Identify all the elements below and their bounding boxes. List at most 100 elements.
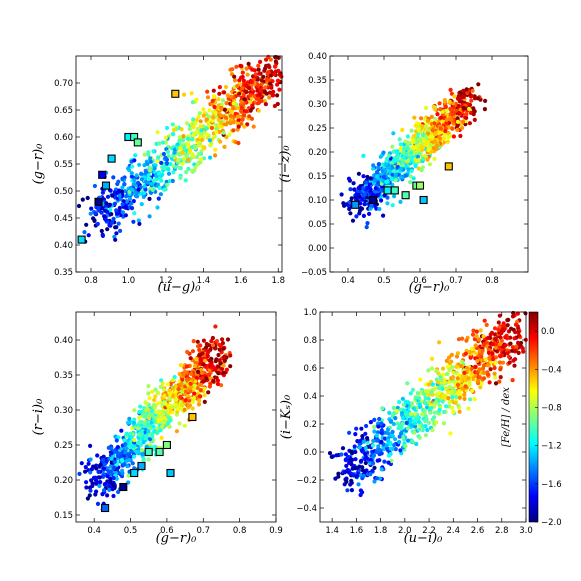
star-point [272,103,277,109]
star-point [190,399,196,404]
star-point [146,457,151,462]
x-tick-label: 1.8 [374,526,388,536]
star-point [405,426,410,431]
x-tick-label: 0.7 [197,526,211,536]
star-point [420,132,426,137]
star-point [187,403,192,408]
star-point [179,406,184,411]
star-point [213,153,218,158]
star-point [176,386,181,392]
star-point [373,186,378,191]
star-point [108,207,113,213]
star-point [451,409,456,415]
star-point [193,165,198,170]
star-point [428,410,433,415]
highlighted-star [419,195,428,205]
star-point [376,165,381,170]
star-point [498,354,503,359]
star-point [476,82,481,87]
star-point [455,376,460,381]
star-point [151,149,156,154]
star-point [241,113,247,118]
star-point [206,121,211,127]
star-point [191,125,196,130]
colorbar-tick-label: −1.2 [541,442,562,452]
star-point [361,213,366,218]
star-point [334,453,339,458]
highlighted-star [162,440,171,450]
star-point [405,381,410,386]
star-point [221,370,226,375]
star-point [224,135,229,140]
star-point [182,369,187,375]
star-point [192,383,197,388]
star-point [179,142,184,147]
star-point [397,400,402,405]
star-point [143,179,149,184]
star-point [361,473,366,478]
star-point [199,382,204,387]
star-point [383,169,388,174]
star-point [359,458,364,463]
star-point [104,201,109,206]
star-point [222,358,227,363]
star-point [130,461,135,466]
star-point [418,377,423,382]
star-point [409,128,414,133]
star-point [137,441,142,446]
star-point [164,125,170,131]
star-point [443,129,448,134]
star-point [117,193,122,198]
star-point [470,88,475,93]
star-point [214,130,219,135]
star-point [275,82,280,87]
star-point [120,202,125,207]
star-point [217,358,222,363]
star-point [426,148,431,153]
star-point [386,460,391,465]
star-point [488,367,493,372]
star-point [469,372,475,377]
star-point [349,488,354,493]
star-point [448,117,453,122]
star-point [409,150,414,156]
star-point [156,171,161,176]
star-point [487,380,492,385]
star-point [429,390,434,395]
star-point [217,91,222,96]
star-point [94,489,99,494]
x-tick-label: 0.4 [87,526,101,536]
star-point [420,124,425,129]
star-point [213,324,218,329]
star-point [85,195,90,201]
star-point [412,115,417,120]
star-point [514,344,519,349]
star-point [112,466,117,471]
star-point [184,121,189,126]
star-point [352,187,357,192]
star-point [259,78,264,83]
star-point [178,363,183,368]
star-point [82,230,87,235]
star-point [397,434,402,439]
star-point [249,80,254,85]
star-point [405,146,411,151]
star-point [211,88,216,93]
star-point [375,180,380,185]
star-point [173,164,178,169]
star-point [484,322,489,327]
star-point [347,460,352,465]
star-point [184,364,189,369]
star-point [177,421,182,426]
star-point [375,458,380,463]
star-point [385,431,390,436]
star-point [339,192,344,197]
star-point [198,124,203,129]
star-point [426,368,431,373]
y-tick-label: 0.40 [54,336,73,346]
star-point [186,157,191,163]
star-point [374,433,380,438]
star-point [416,132,421,137]
y-tick-label: 0.25 [54,441,73,451]
star-point [437,101,442,106]
